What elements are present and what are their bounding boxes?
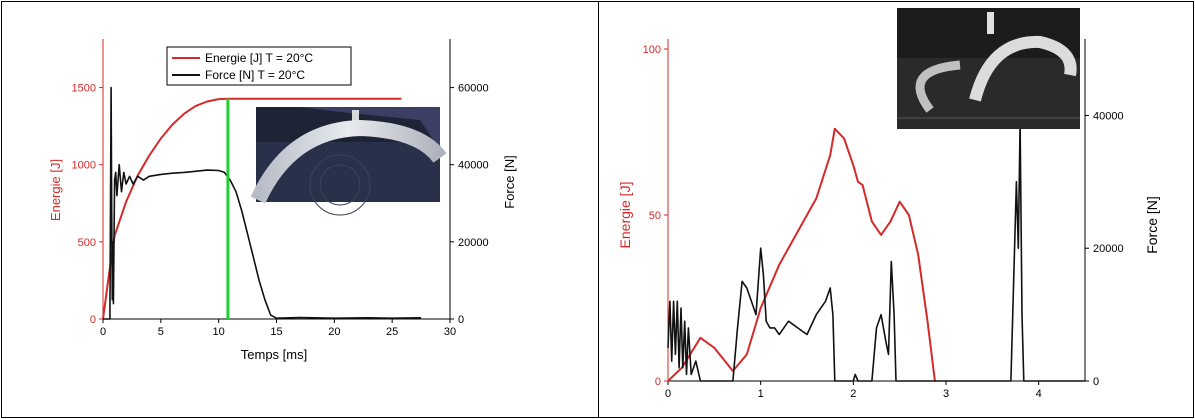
- y-left-tick-label: 1500: [72, 83, 96, 95]
- y-axis-right-label-right: Force [N]: [1144, 196, 1160, 254]
- y-right-tick-label: 20000: [1093, 243, 1124, 255]
- y-right-tick-label: 40000: [1093, 110, 1124, 122]
- energy-series-line: [102, 97, 402, 320]
- table-cell-right: [598, 1, 1194, 418]
- x-tick-label: 0: [100, 326, 106, 338]
- y-left-tick-label: 0: [655, 376, 661, 388]
- x-tick-label: 2: [850, 388, 856, 400]
- x-tick-label: 10: [213, 326, 225, 338]
- y-left-tick-label: 500: [78, 237, 96, 249]
- impact-ring-photo-left: [250, 107, 447, 216]
- x-tick-label: 30: [444, 326, 456, 338]
- legend-left: Energie [J] T = 20°C Force [N] T = 20°C: [166, 46, 352, 86]
- x-tick-label: 1: [758, 388, 764, 400]
- legend-entry-force: Force [N] T = 20°C: [205, 68, 305, 82]
- y-left-tick-label: 50: [649, 210, 661, 222]
- x-tick-label: 3: [943, 388, 949, 400]
- y-right-tick-label: 0: [458, 314, 464, 326]
- y-right-tick-label: 40000: [458, 160, 489, 172]
- y-right-tick-label: 0: [1093, 376, 1099, 388]
- y-right-tick-label: 60000: [458, 83, 489, 95]
- y-left-tick-label: 1000: [72, 160, 96, 172]
- x-axis-label-left: Temps [ms]: [241, 347, 307, 362]
- force-series-line: [103, 86, 422, 320]
- impact-ring-photo-right: [897, 8, 1080, 129]
- energy-series-line: [667, 127, 936, 382]
- y-right-tick-label: 20000: [458, 237, 489, 249]
- y-left-tick-label: 0: [90, 314, 96, 326]
- x-tick-label: 0: [665, 388, 671, 400]
- force-series-line: [667, 121, 1085, 382]
- x-tick-label: 15: [270, 326, 282, 338]
- y-left-tick-label: 100: [643, 44, 661, 56]
- x-tick-label: 5: [158, 326, 164, 338]
- x-tick-label: 20: [328, 326, 340, 338]
- y-axis-left-label-left: Energie [J]: [48, 159, 63, 221]
- y-axis-left-label-right: Energie [J]: [617, 182, 633, 249]
- x-tick-label: 4: [1036, 388, 1042, 400]
- y-axis-right-label-left: Force [N]: [502, 155, 517, 208]
- legend-entry-energy: Energie [J] T = 20°C: [205, 51, 313, 65]
- x-tick-label: 25: [386, 326, 398, 338]
